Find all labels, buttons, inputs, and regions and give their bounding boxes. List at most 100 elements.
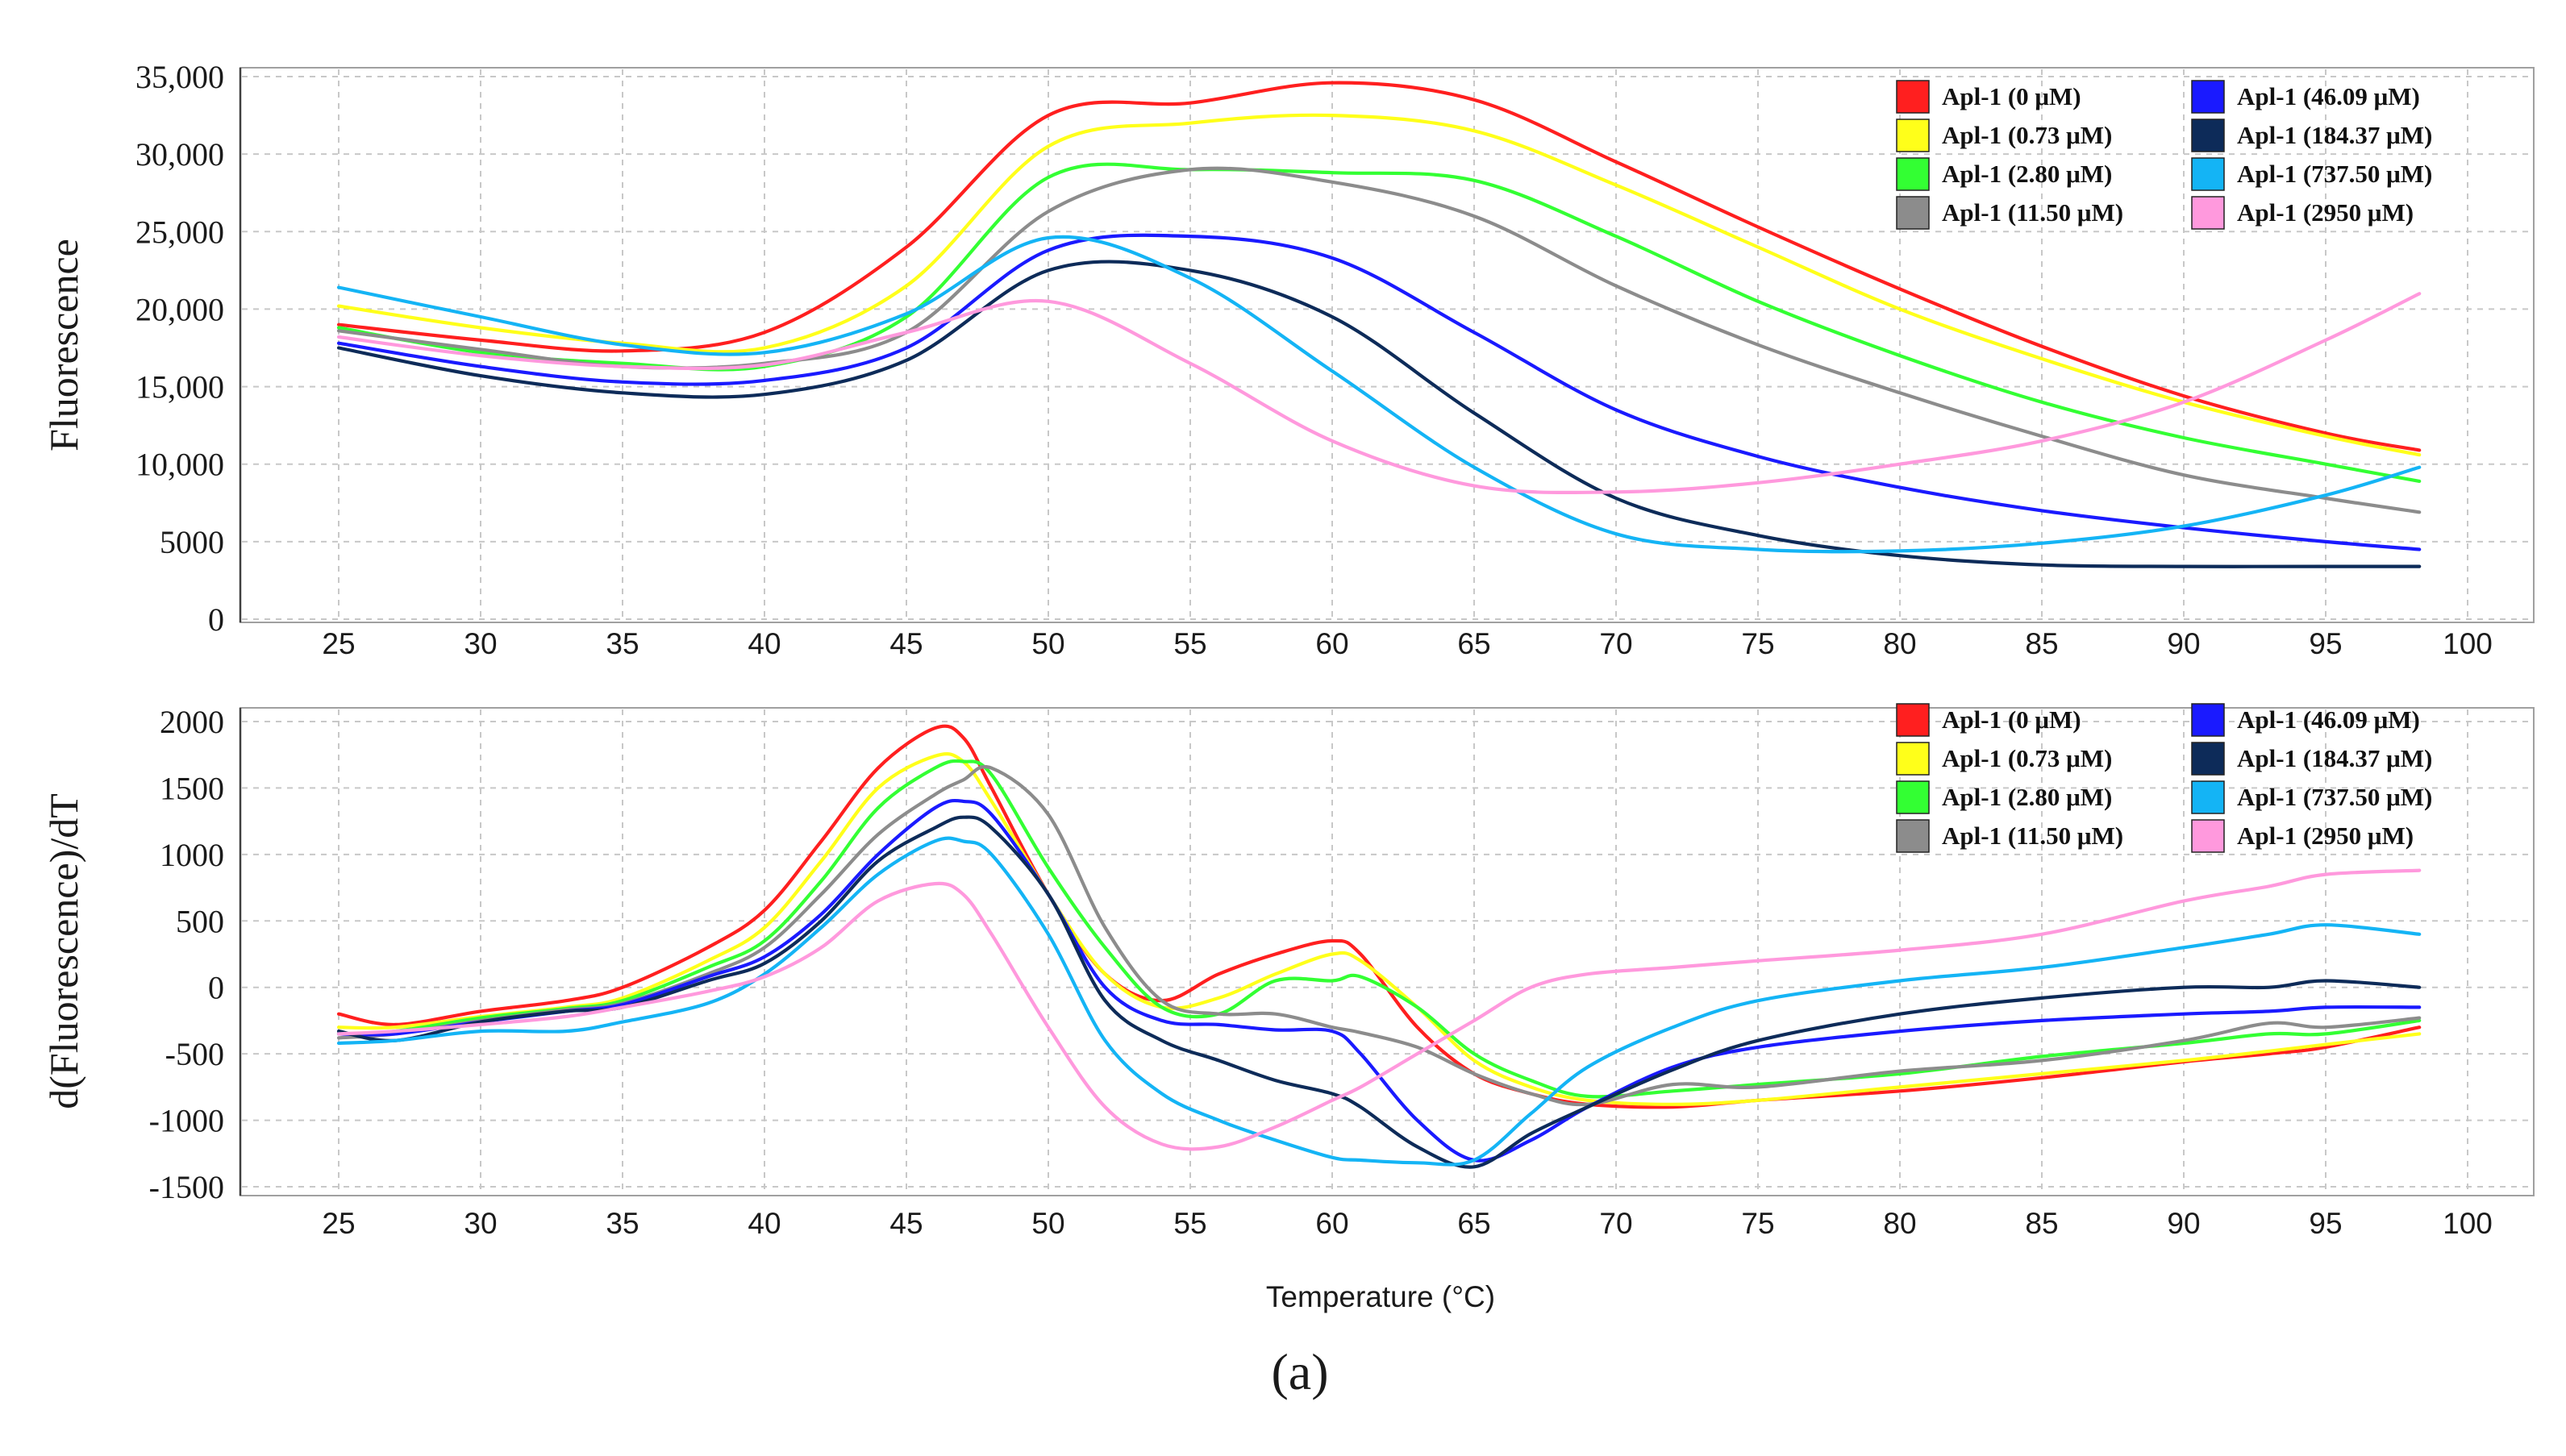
- y-tick-label: -500: [165, 1036, 224, 1072]
- x-tick-label: 100: [2443, 1207, 2493, 1240]
- y-tick-label: 1000: [160, 837, 224, 873]
- fluorescence-series: [336, 81, 2422, 568]
- series-line-4: [336, 764, 2422, 1107]
- legend-swatch: [2191, 703, 2225, 737]
- y-tick-label: 1500: [160, 770, 224, 806]
- x-tick-label: 60: [1315, 627, 1348, 660]
- legend-swatch: [2191, 780, 2225, 814]
- x-tick-label: 95: [2309, 1207, 2342, 1240]
- x-tick-label: 50: [1031, 627, 1064, 660]
- legend-swatch: [1896, 780, 1930, 814]
- series-line-5: [336, 798, 2422, 1163]
- legend-label: Apl-1 (2950 μM): [2237, 198, 2414, 227]
- y-tick-label: 5000: [160, 524, 224, 560]
- derivative-y-axis-label: d(Fluorescence)/dT: [41, 793, 86, 1109]
- series-line-7: [336, 235, 2422, 554]
- x-tick-label: 70: [1599, 1207, 1632, 1240]
- legend-swatch: [2191, 119, 2225, 152]
- x-tick-label: 25: [322, 627, 355, 660]
- derivative-tick-labels: 25 30 35 40 45 50 55 60 65 70 75 80 85 90 95 100 -1500 -1…: [149, 704, 2493, 1240]
- legend-swatch: [2191, 742, 2225, 776]
- legend-label: Apl-1 (2.80 μM): [1942, 783, 2112, 811]
- x-tick-label: 45: [889, 627, 923, 660]
- series-line-2: [336, 113, 2422, 457]
- legend-label: Apl-1 (0 μM): [1942, 705, 2081, 734]
- series-line-8: [336, 868, 2422, 1151]
- x-tick-label: 55: [1173, 1207, 1206, 1240]
- x-tick-label: 55: [1173, 627, 1206, 660]
- series-line-7: [336, 836, 2422, 1167]
- legend-swatch: [2191, 157, 2225, 191]
- x-tick-label: 60: [1315, 1207, 1348, 1240]
- series-line-8: [336, 292, 2422, 495]
- series-line-5: [336, 233, 2422, 551]
- x-tick-label: 40: [748, 627, 781, 660]
- legend-swatch: [1896, 196, 1930, 230]
- x-tick-label: 65: [1457, 1207, 1490, 1240]
- legend-label: Apl-1 (46.09 μM): [2237, 82, 2420, 110]
- derivative-series: [336, 724, 2422, 1169]
- y-tick-label: 30,000: [135, 136, 224, 173]
- derivative-plot-frame: [240, 707, 2535, 1196]
- series-line-6: [336, 260, 2422, 568]
- y-tick-label: 2000: [160, 704, 224, 740]
- legend-swatch: [1896, 703, 1930, 737]
- y-tick-label: 15,000: [135, 369, 224, 406]
- legend-swatch: [1896, 157, 1930, 191]
- derivative-legend: Apl-1 (0 μM) Apl-1 (0.73 μM) Apl-1 (2.80 μ…: [1896, 703, 2432, 853]
- fluorescence-legend: Apl-1 (0 μM) Apl-1 (0.73 μM) Apl-1 (2.80 μ…: [1896, 80, 2432, 230]
- legend-label: Apl-1 (737.50 μM): [2237, 783, 2432, 811]
- x-tick-label: 100: [2443, 627, 2493, 660]
- legend-label: Apl-1 (0.73 μM): [1942, 121, 2112, 149]
- legend-swatch: [2191, 196, 2225, 230]
- x-tick-label: 35: [606, 1207, 639, 1240]
- series-line-2: [336, 751, 2422, 1106]
- y-tick-label: 0: [208, 970, 224, 1006]
- x-tick-label: 45: [889, 1207, 923, 1240]
- x-tick-label: 50: [1031, 1207, 1064, 1240]
- series-line-1: [336, 724, 2422, 1109]
- legend-label: Apl-1 (2950 μM): [2237, 822, 2414, 850]
- y-tick-label: 35,000: [135, 59, 224, 95]
- legend-label: Apl-1 (46.09 μM): [2237, 705, 2420, 734]
- x-tick-label: 80: [1883, 1207, 1916, 1240]
- legend-label: Apl-1 (0.73 μM): [1942, 744, 2112, 772]
- x-tick-label: 90: [2167, 1207, 2200, 1240]
- derivative-panel: 25 30 35 40 45 50 55 60 65 70 75 80 85 90 95 100 -1500 -1…: [41, 703, 2535, 1240]
- legend-label: Apl-1 (0 μM): [1942, 82, 2081, 110]
- legend-swatch: [2191, 819, 2225, 853]
- legend-swatch: [1896, 819, 1930, 853]
- x-tick-label: 80: [1883, 627, 1916, 660]
- x-tick-label: 90: [2167, 627, 2200, 660]
- y-tick-label: 0: [208, 601, 224, 638]
- legend-swatch: [1896, 119, 1930, 152]
- legend-label: Apl-1 (2.80 μM): [1942, 160, 2112, 188]
- legend-label: Apl-1 (737.50 μM): [2237, 160, 2432, 188]
- fluorescence-panel: 25 30 35 40 45 50 55 60 65 70 75 80 85 90 95 100 0 5000 10…: [41, 59, 2535, 660]
- legend-label: Apl-1 (11.50 μM): [1942, 198, 2123, 227]
- x-tick-label: 30: [464, 1207, 497, 1240]
- fluorescence-plot-frame: [240, 67, 2535, 623]
- legend-swatch: [1896, 80, 1930, 114]
- x-tick-label: 40: [748, 1207, 781, 1240]
- y-tick-label: 500: [176, 903, 224, 939]
- y-tick-label: 10,000: [135, 447, 224, 483]
- legend-label: Apl-1 (11.50 μM): [1942, 822, 2123, 850]
- x-tick-label: 85: [2025, 627, 2058, 660]
- legend-swatch: [2191, 80, 2225, 114]
- x-tick-label: 30: [464, 627, 497, 660]
- y-tick-label: -1500: [149, 1169, 224, 1205]
- y-tick-label: 20,000: [135, 291, 224, 327]
- legend-swatch: [1896, 742, 1930, 776]
- legend-label: Apl-1 (184.37 μM): [2237, 121, 2432, 149]
- x-tick-label: 65: [1457, 627, 1490, 660]
- x-axis-label: Temperature (°C): [1266, 1280, 1495, 1313]
- figure-label: (a): [1271, 1343, 1328, 1400]
- y-tick-label: -1000: [149, 1103, 224, 1139]
- fluorescence-y-axis-label: Fluorescence: [41, 239, 86, 451]
- x-tick-label: 35: [606, 627, 639, 660]
- series-line-6: [336, 815, 2422, 1169]
- legend-label: Apl-1 (184.37 μM): [2237, 744, 2432, 772]
- x-tick-label: 75: [1741, 1207, 1774, 1240]
